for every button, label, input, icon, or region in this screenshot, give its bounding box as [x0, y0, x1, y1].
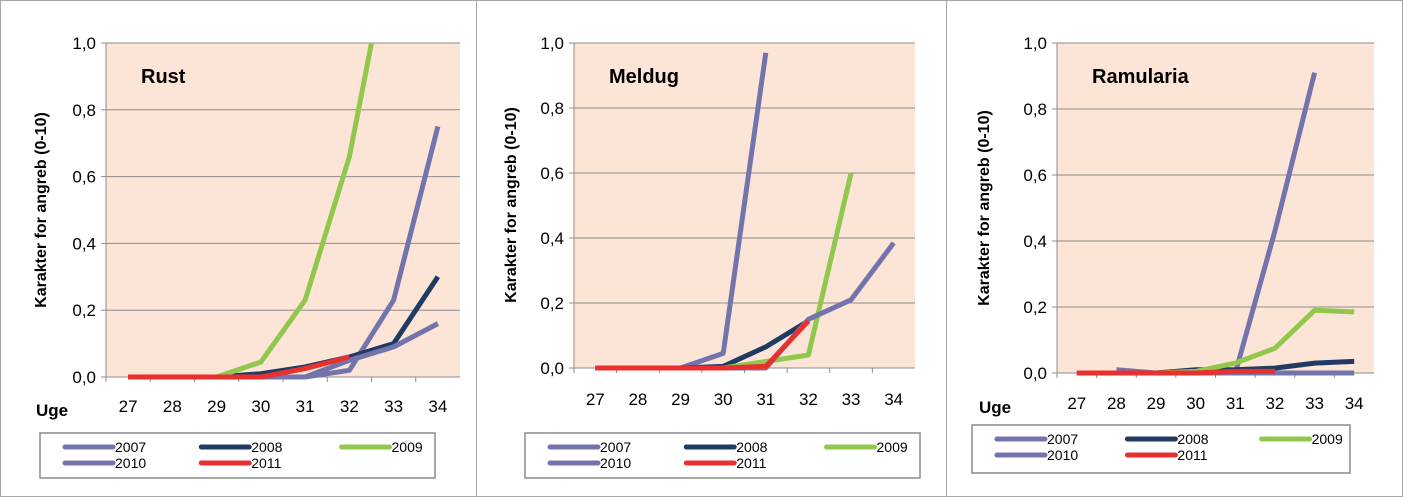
legend-box: [524, 432, 921, 479]
series-line-2011: [128, 354, 351, 380]
x-tick-label: 28: [1107, 394, 1126, 413]
legend-label-2011: 2011: [1177, 447, 1207, 463]
legend-label-2010: 2010: [600, 455, 631, 471]
x-tick-label: 29: [671, 390, 690, 409]
x-tick-label: 34: [1345, 394, 1364, 413]
y-tick-label: 0,2: [72, 301, 96, 320]
legend-label-2007: 2007: [600, 439, 631, 455]
legend-label-2008: 2008: [1177, 431, 1208, 447]
x-tick-label: 33: [1305, 394, 1324, 413]
series-group: [128, 42, 441, 380]
series-line-2011: [595, 319, 811, 371]
legend-label-2007: 2007: [1047, 431, 1078, 447]
series-line-2011: [1076, 368, 1275, 376]
x-tick-label: 28: [628, 390, 647, 409]
series-group: [1076, 72, 1355, 376]
x-tick-label: 29: [207, 397, 226, 416]
legend-label-2011: 2011: [251, 455, 281, 471]
panel-divider: [476, 0, 477, 497]
chart-title: Meldug: [609, 66, 679, 88]
x-tick-label: 32: [340, 397, 359, 416]
y-tick-label: 1,0: [72, 34, 96, 53]
y-tick-label: 0,0: [1023, 364, 1047, 383]
chart-meldug: 0,0 0,2 0,4 0,6 0,8 1,0 27 28 29 30 31 32 33 34 Karakt…: [503, 34, 921, 479]
chart-title: Rust: [141, 66, 186, 88]
x-tick-label: 31: [296, 397, 315, 416]
y-tick-label: 0,6: [540, 164, 564, 183]
x-tick-label: 33: [842, 390, 861, 409]
plot-area: [106, 43, 460, 377]
x-tick-label: 27: [586, 390, 605, 409]
legend-label-2008: 2008: [736, 439, 767, 455]
y-tick-label: 1,0: [540, 34, 564, 53]
x-tick-label: 31: [756, 390, 775, 409]
x-tick-label: 27: [119, 397, 138, 416]
y-tick-label: 0,6: [1023, 166, 1047, 185]
y-tick-label: 0,2: [540, 294, 564, 313]
y-axis-title: Karakter for angreb (0-10): [33, 112, 50, 308]
y-tick-label: 0,0: [540, 359, 564, 378]
legend-label-2010: 2010: [1047, 447, 1078, 463]
x-tick-label: 31: [1226, 394, 1245, 413]
x-tick-label: 30: [714, 390, 733, 409]
legend-label-2008: 2008: [251, 439, 282, 455]
x-tick-label: 34: [428, 397, 447, 416]
y-tick-label: 0,0: [72, 368, 96, 387]
x-tick-label: 29: [1147, 394, 1166, 413]
chart-title: Ramularia: [1092, 66, 1190, 88]
legend-label-2009: 2009: [877, 439, 908, 455]
x-tick-label: 27: [1067, 394, 1086, 413]
legend-label-2009: 2009: [1312, 431, 1343, 447]
y-tick-label: 0,8: [1023, 100, 1047, 119]
x-tick-label: 32: [799, 390, 818, 409]
legend-label-2009: 2009: [392, 439, 423, 455]
legend-box: [39, 432, 436, 479]
x-tick-label: 34: [884, 390, 903, 409]
x-axis-title: Uge: [36, 401, 68, 420]
legend-label-2010: 2010: [115, 455, 146, 471]
x-tick-label: 33: [384, 397, 403, 416]
chart-ramularia: 0,0 0,2 0,4 0,6 0,8 1,0 27 28 29 30 31 32 33 34 Uge Kar…: [971, 34, 1374, 474]
y-axis-title: Karakter for angreb (0-10): [503, 107, 520, 303]
x-axis-title: Uge: [979, 398, 1011, 417]
panel-divider: [946, 0, 947, 497]
chart-rust: 0,0 0,2 0,4 0,6 0,8 1,0 27 28 29 30 31 32 33 34 Uge Kar…: [33, 34, 460, 479]
x-tick-label: 28: [163, 397, 182, 416]
x-tick-label: 32: [1265, 394, 1284, 413]
legend-label-2007: 2007: [115, 439, 146, 455]
y-axis-title: Karakter for angreb (0-10): [976, 110, 993, 306]
y-tick-label: 0,8: [72, 101, 96, 120]
plot-area: [1057, 43, 1374, 373]
y-tick-label: 0,8: [540, 99, 564, 118]
x-tick-label: 30: [1186, 394, 1205, 413]
y-tick-label: 0,4: [72, 234, 96, 253]
x-tick-label: 30: [251, 397, 270, 416]
series-group: [595, 52, 896, 371]
legend-label-2011: 2011: [736, 455, 766, 471]
y-tick-label: 0,4: [1023, 232, 1047, 251]
legend-box: [971, 424, 1351, 474]
y-tick-label: 0,6: [72, 168, 96, 187]
y-tick-label: 1,0: [1023, 34, 1047, 53]
y-tick-label: 0,4: [540, 229, 564, 248]
y-tick-label: 0,2: [1023, 298, 1047, 317]
